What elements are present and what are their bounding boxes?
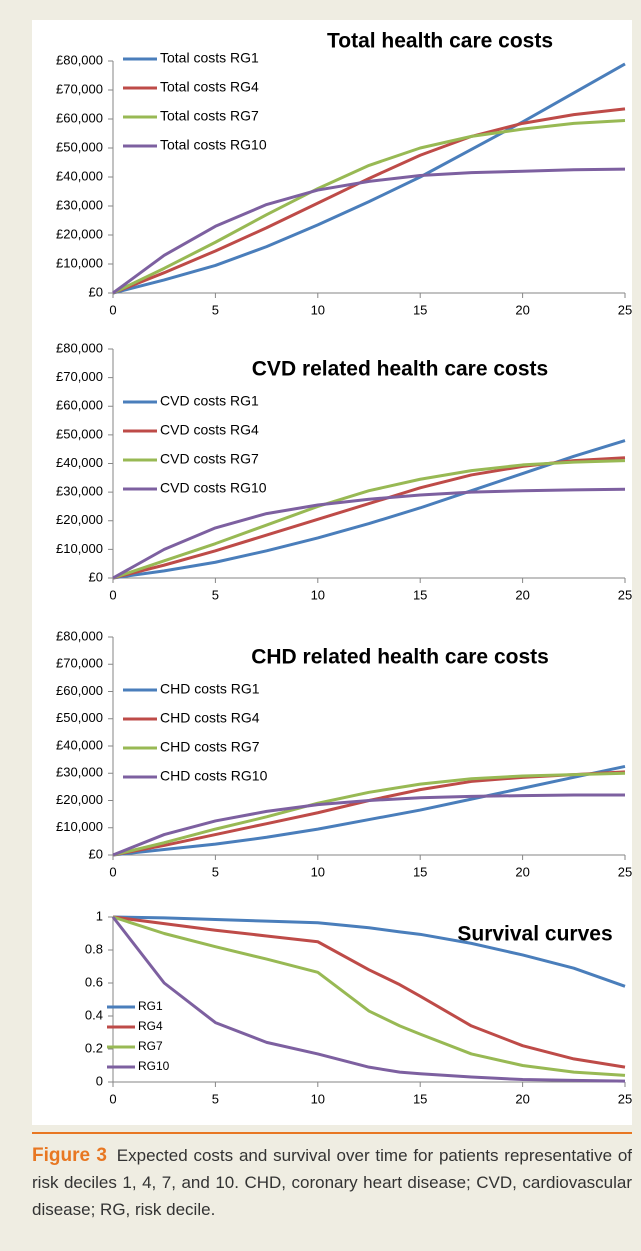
x-tick-label: 15: [413, 1091, 427, 1106]
series-line: [112, 118, 626, 295]
legend-label: Total costs RG1: [160, 50, 259, 66]
y-tick-label: £50,000: [56, 139, 103, 154]
y-tick-label: £40,000: [56, 737, 103, 752]
y-tick-label: £20,000: [56, 512, 103, 527]
chart-title: Survival curves: [457, 923, 612, 946]
series-line: [112, 915, 626, 1069]
y-tick-label: £0: [89, 569, 103, 584]
chart-title: CVD related health care costs: [252, 358, 548, 381]
x-tick-label: 5: [212, 1091, 219, 1106]
x-tick-label: 20: [515, 1091, 529, 1106]
legend-label: RG1: [138, 999, 163, 1013]
chart-title: CHD related health care costs: [251, 646, 549, 669]
y-tick-label: £60,000: [56, 110, 103, 125]
figure-label: Figure 3: [32, 1145, 107, 1166]
series-line: [112, 915, 626, 988]
legend-label: RG7: [138, 1039, 163, 1053]
y-tick-label: £40,000: [56, 455, 103, 470]
y-tick-label: £10,000: [56, 819, 103, 834]
legend-label: Total costs RG10: [160, 137, 267, 153]
y-tick-label: 1: [96, 908, 103, 923]
x-tick-label: 5: [212, 302, 219, 317]
y-tick-label: £30,000: [56, 484, 103, 499]
y-tick-label: £70,000: [56, 369, 103, 384]
x-tick-label: 20: [515, 864, 529, 879]
y-tick-label: £50,000: [56, 710, 103, 725]
x-tick-label: 10: [311, 302, 325, 317]
y-tick-label: £10,000: [56, 541, 103, 556]
legend-label: Total costs RG7: [160, 108, 259, 124]
series-line: [112, 167, 626, 295]
y-tick-label: £60,000: [56, 398, 103, 413]
series-line: [112, 487, 626, 580]
x-tick-label: 25: [618, 1091, 632, 1106]
legend-label: CHD costs RG4: [160, 710, 260, 726]
x-tick-label: 5: [212, 864, 219, 879]
x-tick-label: 0: [109, 1091, 116, 1106]
y-tick-label: £30,000: [56, 765, 103, 780]
x-tick-label: 0: [109, 864, 116, 879]
series-line: [112, 771, 626, 857]
legend-label: CHD costs RG10: [160, 768, 268, 784]
legend-label: CHD costs RG7: [160, 739, 260, 755]
caption-text: Expected costs and survival over time fo…: [32, 1146, 633, 1219]
figure: Total health care costs £0 £10,000 £20,000 £…: [32, 20, 632, 1125]
x-tick-label: 25: [618, 864, 632, 879]
x-tick-label: 5: [212, 587, 219, 602]
series-line: [111, 916, 626, 1083]
y-tick-label: 0.4: [85, 1007, 103, 1022]
legend-label: Total costs RG4: [160, 79, 259, 95]
series-line: [112, 793, 625, 857]
series-line: [112, 915, 626, 1077]
x-tick-label: 25: [618, 587, 632, 602]
series-line: [112, 764, 626, 857]
legend-label: RG10: [138, 1059, 170, 1073]
legend-label: CVD costs RG1: [160, 393, 259, 409]
legend-label: RG4: [138, 1019, 163, 1033]
y-tick-label: 0.2: [85, 1040, 103, 1055]
legend-label: CVD costs RG7: [160, 451, 259, 467]
chart-title: Total health care costs: [327, 30, 553, 53]
series-line: [112, 107, 626, 295]
y-tick-label: £20,000: [56, 226, 103, 241]
x-tick-label: 25: [618, 302, 632, 317]
x-tick-label: 20: [515, 587, 529, 602]
x-tick-label: 15: [413, 587, 427, 602]
x-tick-label: 15: [413, 302, 427, 317]
y-tick-label: £80,000: [56, 340, 103, 355]
legend-label: CVD costs RG4: [160, 422, 259, 438]
series-line: [112, 459, 626, 580]
y-tick-label: £70,000: [56, 656, 103, 671]
y-tick-label: £70,000: [56, 81, 103, 96]
caption: Figure 3 Expected costs and survival ove…: [32, 1142, 632, 1223]
legend-label: CVD costs RG10: [160, 480, 267, 496]
caption-rule: [32, 1132, 632, 1134]
y-tick-label: 0.8: [85, 941, 103, 956]
x-tick-label: 10: [311, 1091, 325, 1106]
y-tick-label: £30,000: [56, 197, 103, 212]
y-tick-label: £40,000: [56, 168, 103, 183]
y-tick-label: £20,000: [56, 792, 103, 807]
y-tick-label: £0: [89, 846, 103, 861]
y-tick-label: £50,000: [56, 426, 103, 441]
series-line: [112, 439, 626, 580]
y-tick-label: 0: [96, 1073, 103, 1088]
x-tick-label: 0: [109, 302, 116, 317]
series-line: [112, 62, 626, 295]
y-tick-label: £0: [89, 284, 103, 299]
x-tick-label: 10: [311, 587, 325, 602]
x-tick-label: 0: [109, 587, 116, 602]
x-tick-label: 20: [515, 302, 529, 317]
x-tick-label: 10: [311, 864, 325, 879]
y-tick-label: £10,000: [56, 255, 103, 270]
x-tick-label: 15: [413, 864, 427, 879]
legend-label: CHD costs RG1: [160, 681, 260, 697]
y-tick-label: £60,000: [56, 683, 103, 698]
y-tick-label: £80,000: [56, 52, 103, 67]
y-tick-label: £80,000: [56, 628, 103, 643]
y-tick-label: 0.6: [85, 974, 103, 989]
